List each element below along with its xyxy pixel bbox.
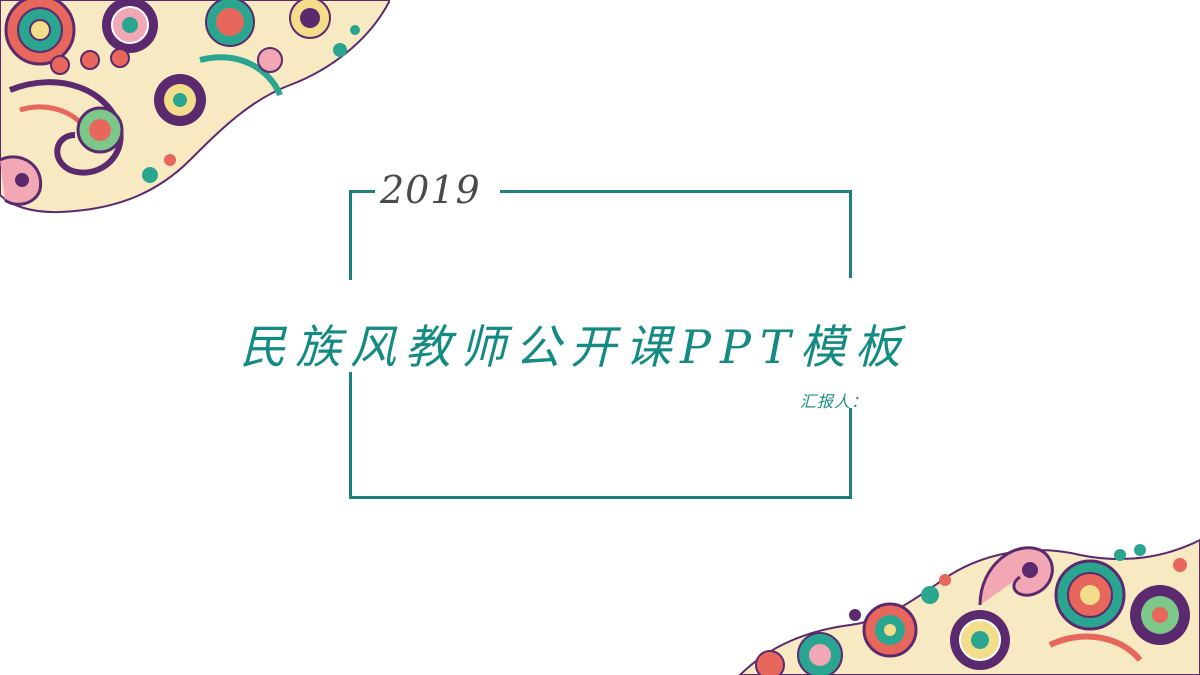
frame-border-left-lower (349, 372, 352, 498)
frame-border-right-upper (849, 190, 852, 278)
year-label: 2019 (380, 168, 481, 212)
frame-border-right-lower (849, 408, 852, 498)
frame-border-top-left (349, 190, 375, 193)
floral-ornament-top-left (0, 0, 390, 214)
floral-ornament-bottom-right (738, 538, 1200, 675)
slide-title: 民族风教师公开课PPT模板 (240, 320, 910, 374)
reporter-label: 汇报人： (800, 392, 869, 411)
frame-border-bottom (349, 496, 852, 499)
frame-border-top-right (500, 190, 852, 193)
frame-border-left-upper (349, 190, 352, 280)
